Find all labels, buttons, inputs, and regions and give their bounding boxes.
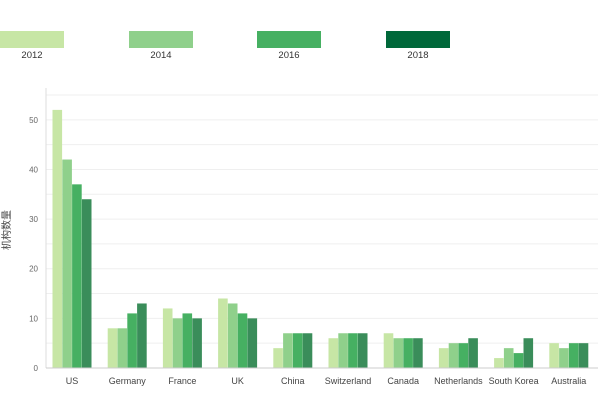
legend-label-2012: 2012	[21, 50, 42, 61]
y-tick-label: 20	[29, 265, 38, 274]
x-tick-label: Germany	[109, 376, 147, 386]
gridlines	[46, 94, 598, 344]
bar-germany-2012	[107, 328, 118, 368]
bar-netherlands-2018	[468, 338, 478, 368]
bar-australia-2012	[549, 343, 559, 368]
bar-us-2018	[81, 199, 92, 368]
bar-us-2016	[72, 184, 82, 368]
y-tick-label: 40	[29, 165, 38, 174]
y-tick-label: 0	[34, 364, 39, 373]
legend-label-2018: 2018	[407, 50, 428, 61]
bar-switzerland-2016	[348, 333, 358, 368]
y-axis-title: 机构数量	[0, 210, 13, 250]
x-tick-label: US	[66, 376, 79, 386]
bar-germany-2016	[127, 313, 137, 368]
x-tick-label: UK	[231, 376, 244, 386]
x-tick-label: China	[281, 376, 305, 386]
bar-us-2014	[62, 159, 72, 368]
bar-uk-2016	[237, 313, 248, 368]
bar-france-2012	[162, 308, 173, 368]
bar-canada-2012	[383, 333, 394, 368]
y-tick-label: 30	[29, 215, 38, 224]
bar-australia-2016	[568, 343, 579, 368]
x-tick-label: Australia	[551, 376, 586, 386]
legend: 2012 2014 2016 2018	[0, 31, 450, 61]
bar-china-2018	[302, 333, 313, 368]
bar-australia-2014	[559, 348, 569, 368]
bar-south-korea-2018	[523, 338, 534, 368]
bar-netherlands-2014	[448, 343, 459, 368]
x-tick-label: Netherlands	[434, 376, 483, 386]
x-tick-label: Switzerland	[325, 376, 372, 386]
y-axis-ticks: 0 10 20 30 40 50	[29, 116, 38, 373]
bar-germany-2014	[117, 328, 128, 368]
bar-us-2012	[52, 109, 63, 369]
bar-uk-2014	[227, 303, 238, 368]
legend-swatch-2012	[0, 31, 64, 48]
bar-china-2014	[283, 333, 293, 368]
bar-south-korea-2016	[513, 353, 524, 368]
bar-france-2016	[182, 313, 193, 368]
legend-label-2016: 2016	[278, 50, 299, 61]
bar-canada-2014	[393, 338, 404, 368]
bar-china-2016	[292, 333, 303, 368]
x-tick-label: South Korea	[489, 376, 539, 386]
bars	[52, 109, 589, 369]
bar-canada-2018	[413, 338, 423, 368]
x-tick-label: Canada	[387, 376, 419, 386]
bar-france-2014	[172, 318, 183, 368]
bar-uk-2018	[247, 318, 258, 368]
legend-swatch-2018	[386, 31, 450, 48]
bar-south-korea-2012	[494, 358, 504, 368]
bar-france-2018	[192, 318, 202, 368]
bar-switzerland-2014	[338, 333, 348, 368]
legend-swatch-2014	[129, 31, 193, 48]
x-tick-label: France	[168, 376, 196, 386]
y-tick-label: 10	[29, 314, 38, 323]
legend-swatch-2016	[257, 31, 321, 48]
bar-canada-2016	[403, 338, 413, 368]
bar-germany-2018	[137, 303, 147, 368]
bar-south-korea-2014	[503, 348, 514, 368]
bar-netherlands-2012	[438, 348, 449, 368]
bar-uk-2012	[218, 298, 228, 368]
bar-switzerland-2012	[328, 338, 339, 368]
x-axis-labels: US Germany France UK China Switzerland Canada N…	[66, 376, 587, 386]
bar-china-2012	[273, 348, 283, 368]
bar-netherlands-2016	[458, 343, 469, 368]
y-tick-label: 50	[29, 116, 38, 125]
bar-switzerland-2018	[357, 333, 368, 368]
bar-australia-2018	[578, 343, 589, 368]
legend-label-2014: 2014	[150, 50, 171, 61]
